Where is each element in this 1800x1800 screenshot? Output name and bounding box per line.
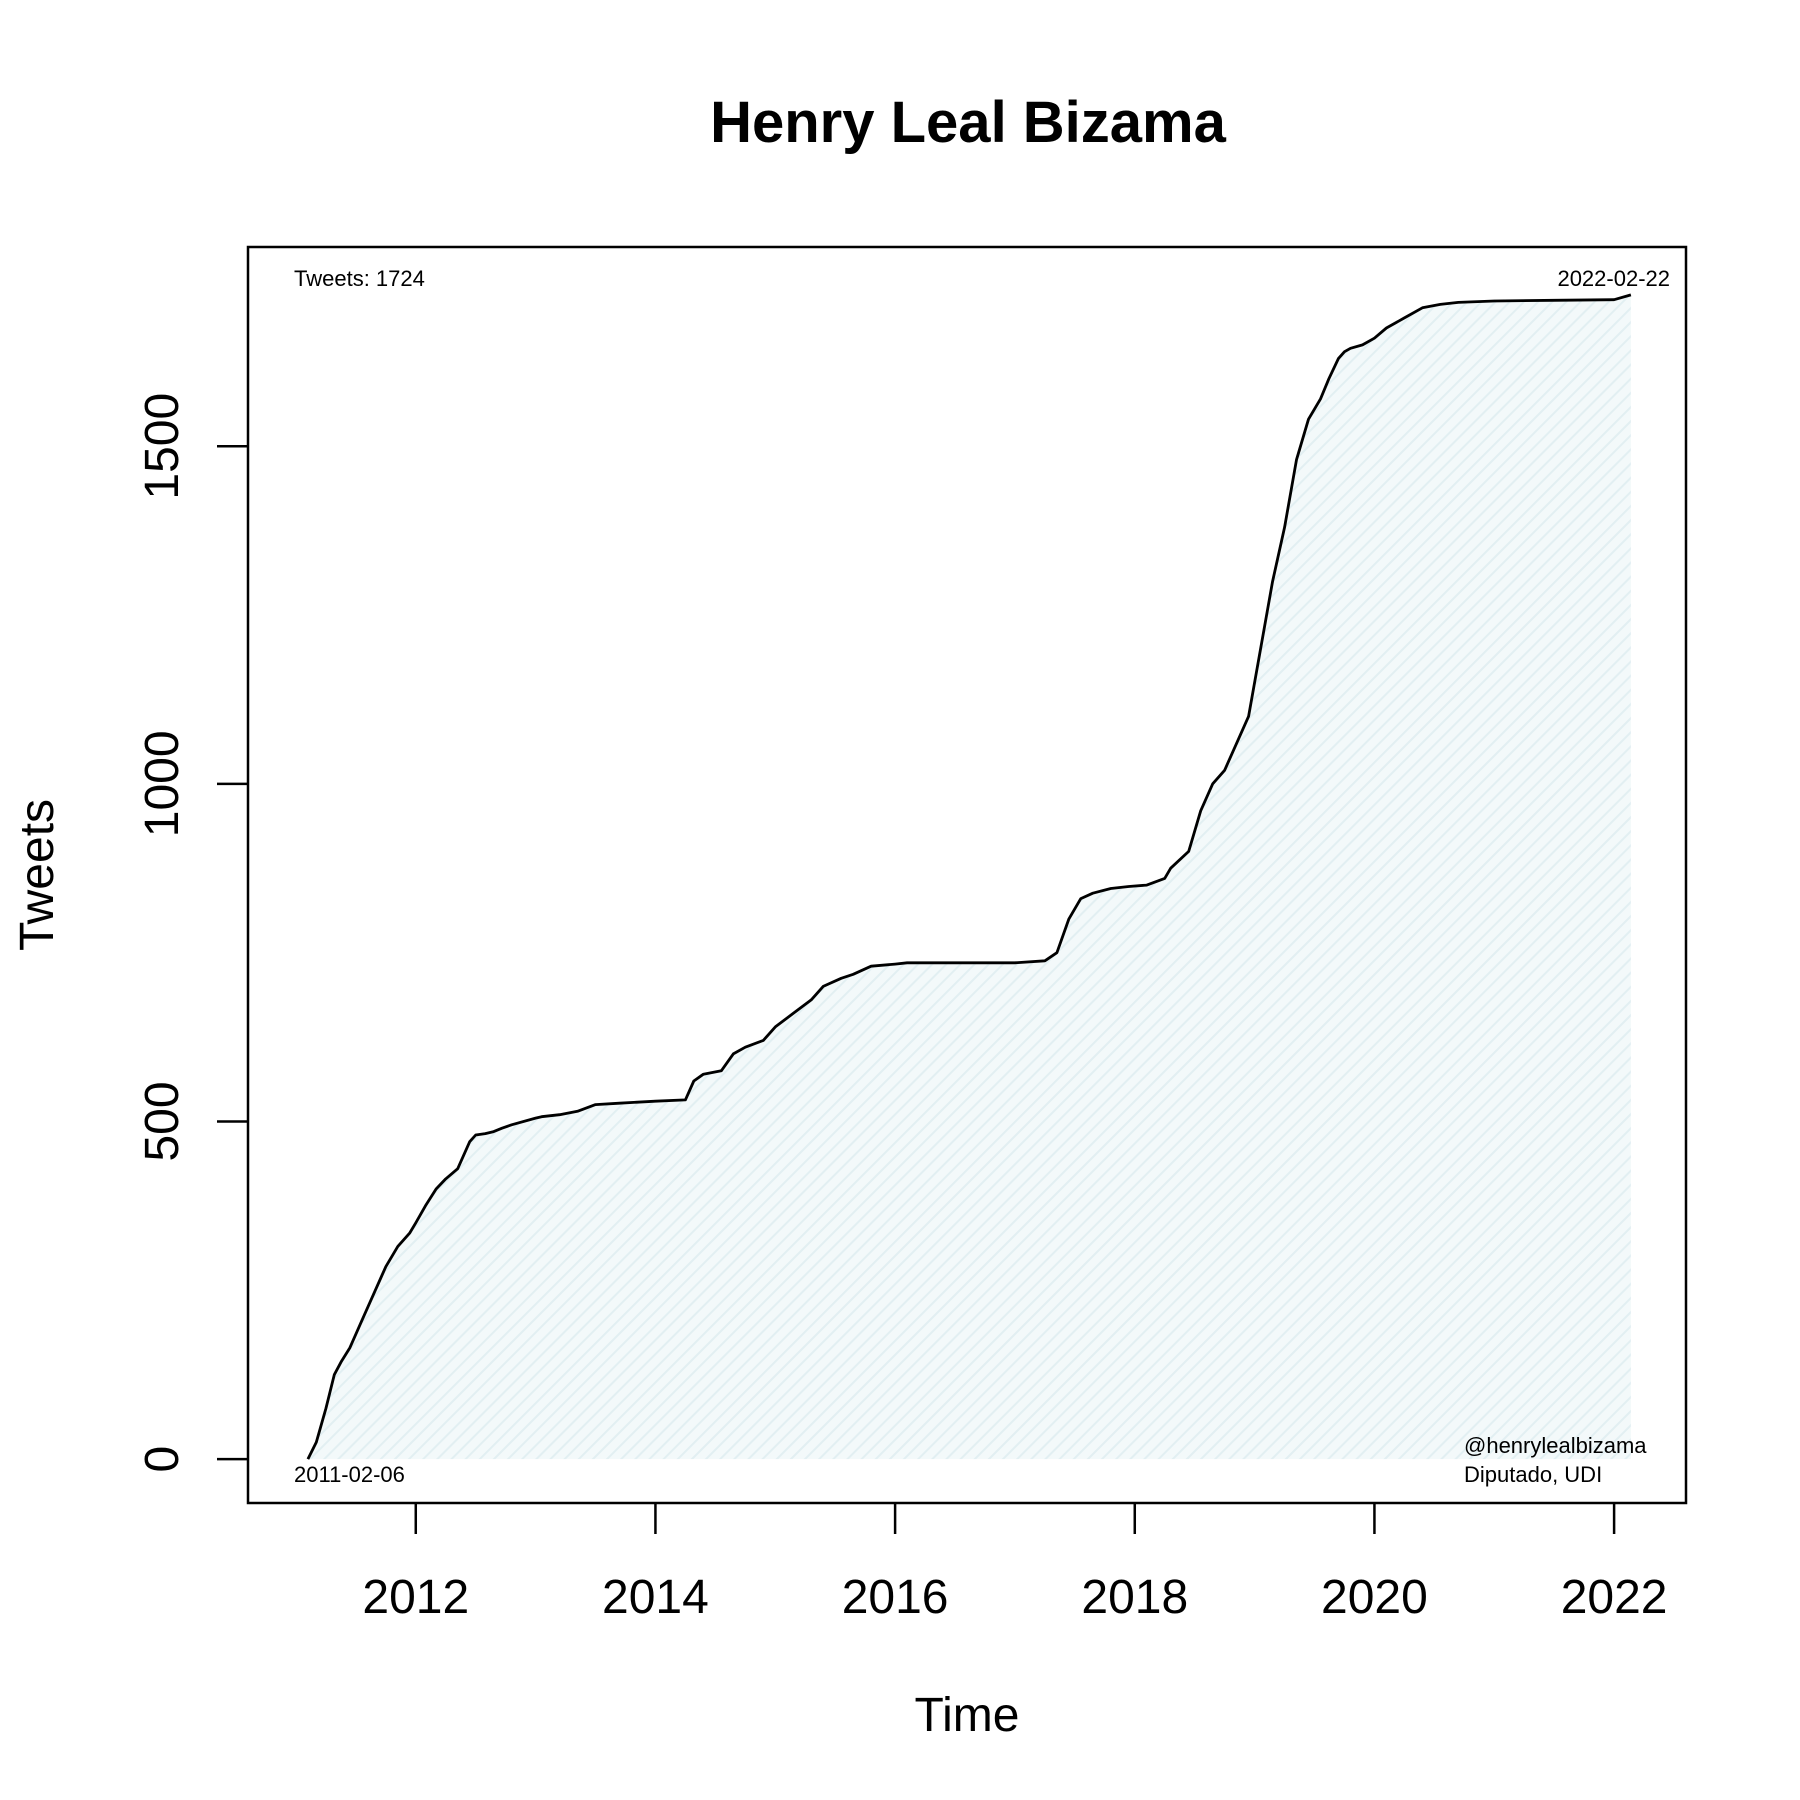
y-tick-label: 1500 [136,393,189,500]
x-tick-label: 2018 [1081,1571,1188,1624]
chart-title: Henry Leal Bizama [710,90,1227,155]
handle-annotation: @henrylealbizama [1464,1433,1647,1458]
x-tick-label: 2012 [362,1571,469,1624]
plot-frame [246,245,1688,1505]
y-tick-label: 500 [136,1081,189,1161]
y-axis: 0 500 1000 1500 [136,393,248,1473]
y-tick-label: 1000 [136,730,189,837]
series-line [306,293,1632,1460]
x-axis-label: Time [915,1689,1020,1742]
end-date-annotation: 2022-02-22 [1557,266,1670,291]
y-tick-label: 0 [136,1446,189,1473]
tweet-count-annotation: Tweets: 1724 [294,266,425,291]
x-tick-label: 2022 [1561,1571,1668,1624]
series-area [307,294,1631,1460]
x-axis: 2012 2014 2016 2018 2020 2022 [362,1503,1667,1624]
x-tick-label: 2014 [602,1571,709,1624]
role-annotation: Diputado, UDI [1464,1462,1602,1487]
start-date-annotation: 2011-02-06 [294,1462,405,1487]
x-tick-label: 2020 [1321,1571,1428,1624]
plot-area [306,293,1632,1460]
x-tick-label: 2016 [842,1571,949,1624]
y-axis-label: Tweets [11,799,64,951]
